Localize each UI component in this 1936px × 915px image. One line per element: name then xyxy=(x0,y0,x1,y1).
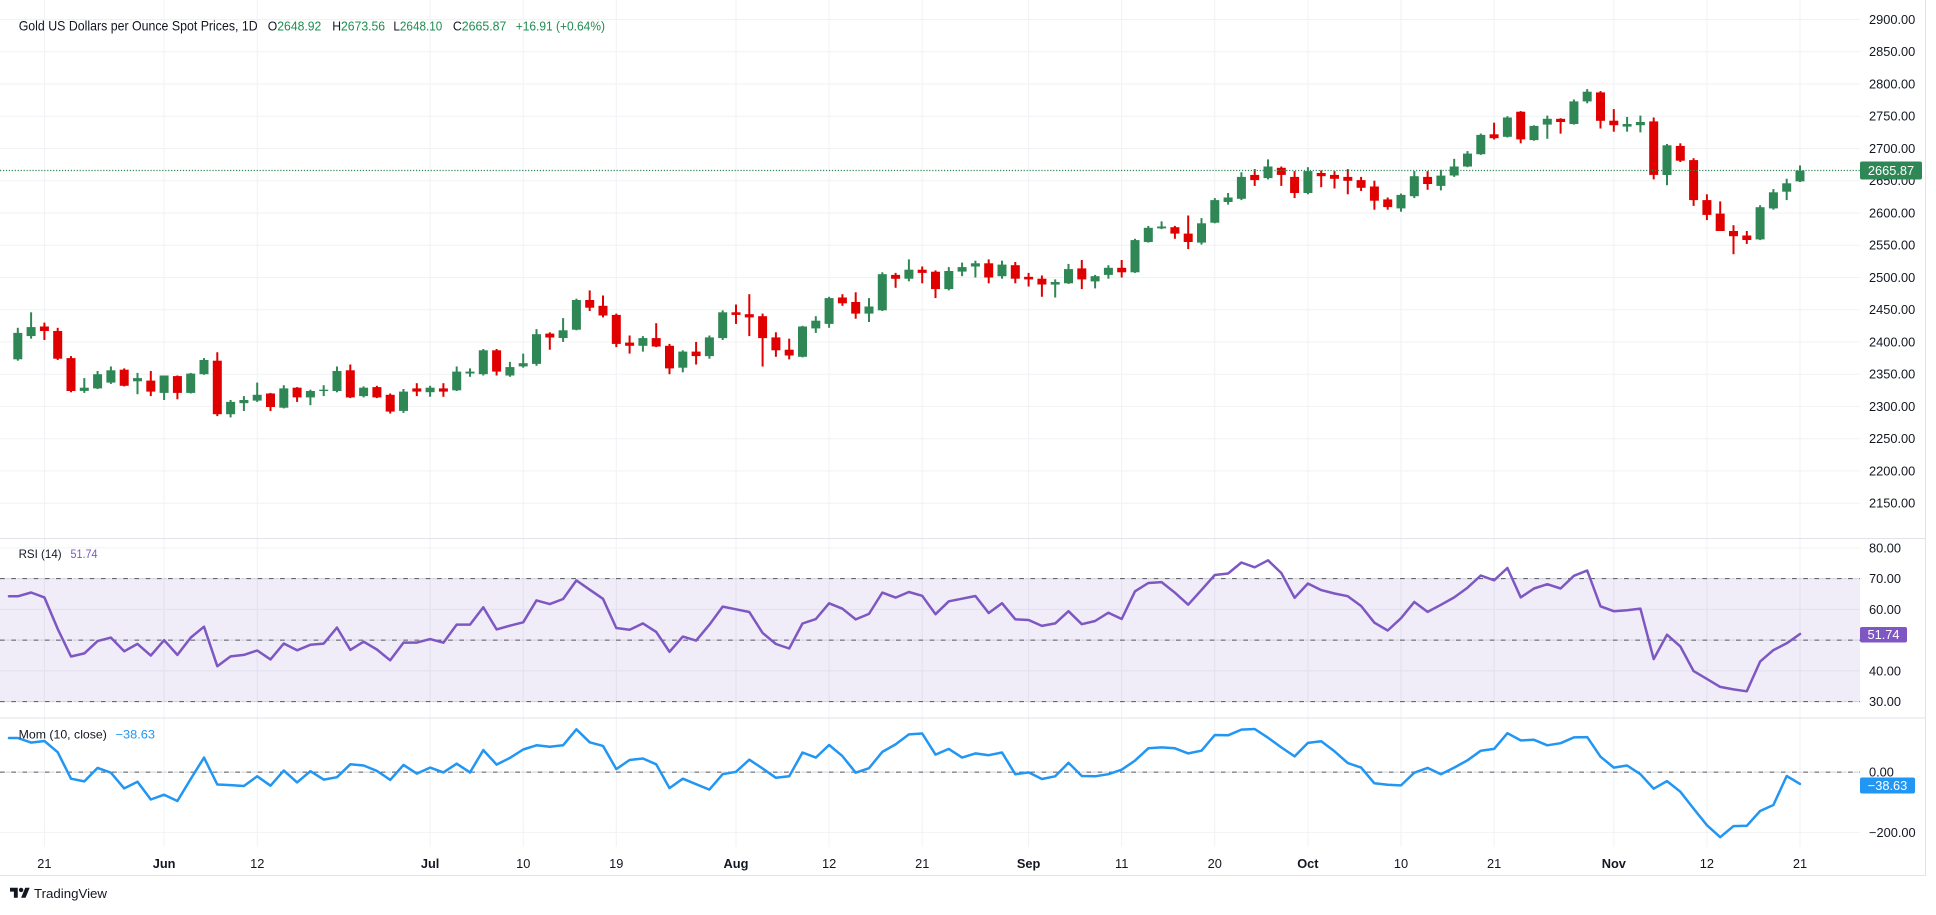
svg-text:2700.00: 2700.00 xyxy=(1869,141,1915,156)
svg-text:12: 12 xyxy=(250,856,264,871)
svg-text:H2673.56: H2673.56 xyxy=(332,20,385,34)
svg-text:Oct: Oct xyxy=(1297,856,1319,871)
svg-text:2550.00: 2550.00 xyxy=(1869,238,1915,253)
svg-text:2250.00: 2250.00 xyxy=(1869,431,1915,446)
svg-text:−38.63: −38.63 xyxy=(1868,778,1908,793)
svg-text:+16.91 (+0.64%): +16.91 (+0.64%) xyxy=(516,20,605,34)
svg-text:51.74: 51.74 xyxy=(1867,627,1899,642)
svg-text:10: 10 xyxy=(1394,856,1408,871)
svg-text:−200.00: −200.00 xyxy=(1869,825,1916,840)
svg-text:2500.00: 2500.00 xyxy=(1869,270,1915,285)
svg-text:C2665.87: C2665.87 xyxy=(453,20,507,34)
svg-text:2600.00: 2600.00 xyxy=(1869,206,1915,221)
svg-text:Jun: Jun xyxy=(153,856,176,871)
svg-text:O2648.92: O2648.92 xyxy=(268,20,322,34)
svg-text:2350.00: 2350.00 xyxy=(1869,367,1915,382)
svg-text:2150.00: 2150.00 xyxy=(1869,496,1915,511)
svg-text:30.00: 30.00 xyxy=(1869,694,1901,709)
svg-text:2850.00: 2850.00 xyxy=(1869,44,1915,59)
svg-text:2200.00: 2200.00 xyxy=(1869,463,1915,478)
svg-text:Nov: Nov xyxy=(1602,856,1627,871)
svg-text:12: 12 xyxy=(1700,856,1714,871)
svg-text:0.00: 0.00 xyxy=(1869,765,1894,780)
svg-text:2400.00: 2400.00 xyxy=(1869,334,1915,349)
svg-text:60.00: 60.00 xyxy=(1869,602,1901,617)
svg-text:21: 21 xyxy=(1793,856,1807,871)
svg-text:2900.00: 2900.00 xyxy=(1869,12,1915,27)
svg-text:80.00: 80.00 xyxy=(1869,540,1901,555)
svg-text:2300.00: 2300.00 xyxy=(1869,399,1915,414)
svg-text:40.00: 40.00 xyxy=(1869,663,1901,678)
svg-text:2800.00: 2800.00 xyxy=(1869,77,1915,92)
svg-text:51.74: 51.74 xyxy=(71,547,98,561)
svg-text:2450.00: 2450.00 xyxy=(1869,302,1915,317)
svg-text:Sep: Sep xyxy=(1017,856,1041,871)
svg-text:21: 21 xyxy=(37,856,51,871)
svg-text:Jul: Jul xyxy=(421,856,440,871)
svg-text:Gold US Dollars per Ounce Spot: Gold US Dollars per Ounce Spot Prices, 1… xyxy=(19,18,258,34)
svg-text:TradingView: TradingView xyxy=(34,886,107,901)
svg-text:L2648.10: L2648.10 xyxy=(393,20,442,34)
svg-text:11: 11 xyxy=(1115,856,1128,871)
svg-text:2665.87: 2665.87 xyxy=(1868,163,1914,178)
svg-text:70.00: 70.00 xyxy=(1869,571,1901,586)
svg-text:RSI (14): RSI (14) xyxy=(19,547,62,561)
svg-text:12: 12 xyxy=(822,856,836,871)
svg-text:2750.00: 2750.00 xyxy=(1869,109,1915,124)
svg-text:21: 21 xyxy=(1487,856,1501,871)
svg-text:Mom (10, close): Mom (10, close) xyxy=(19,728,107,742)
svg-text:19: 19 xyxy=(609,856,623,871)
svg-text:−38.63: −38.63 xyxy=(116,728,156,742)
svg-text:Aug: Aug xyxy=(724,856,749,871)
svg-text:21: 21 xyxy=(915,856,929,871)
svg-text:10: 10 xyxy=(516,856,530,871)
svg-text:20: 20 xyxy=(1208,856,1222,871)
